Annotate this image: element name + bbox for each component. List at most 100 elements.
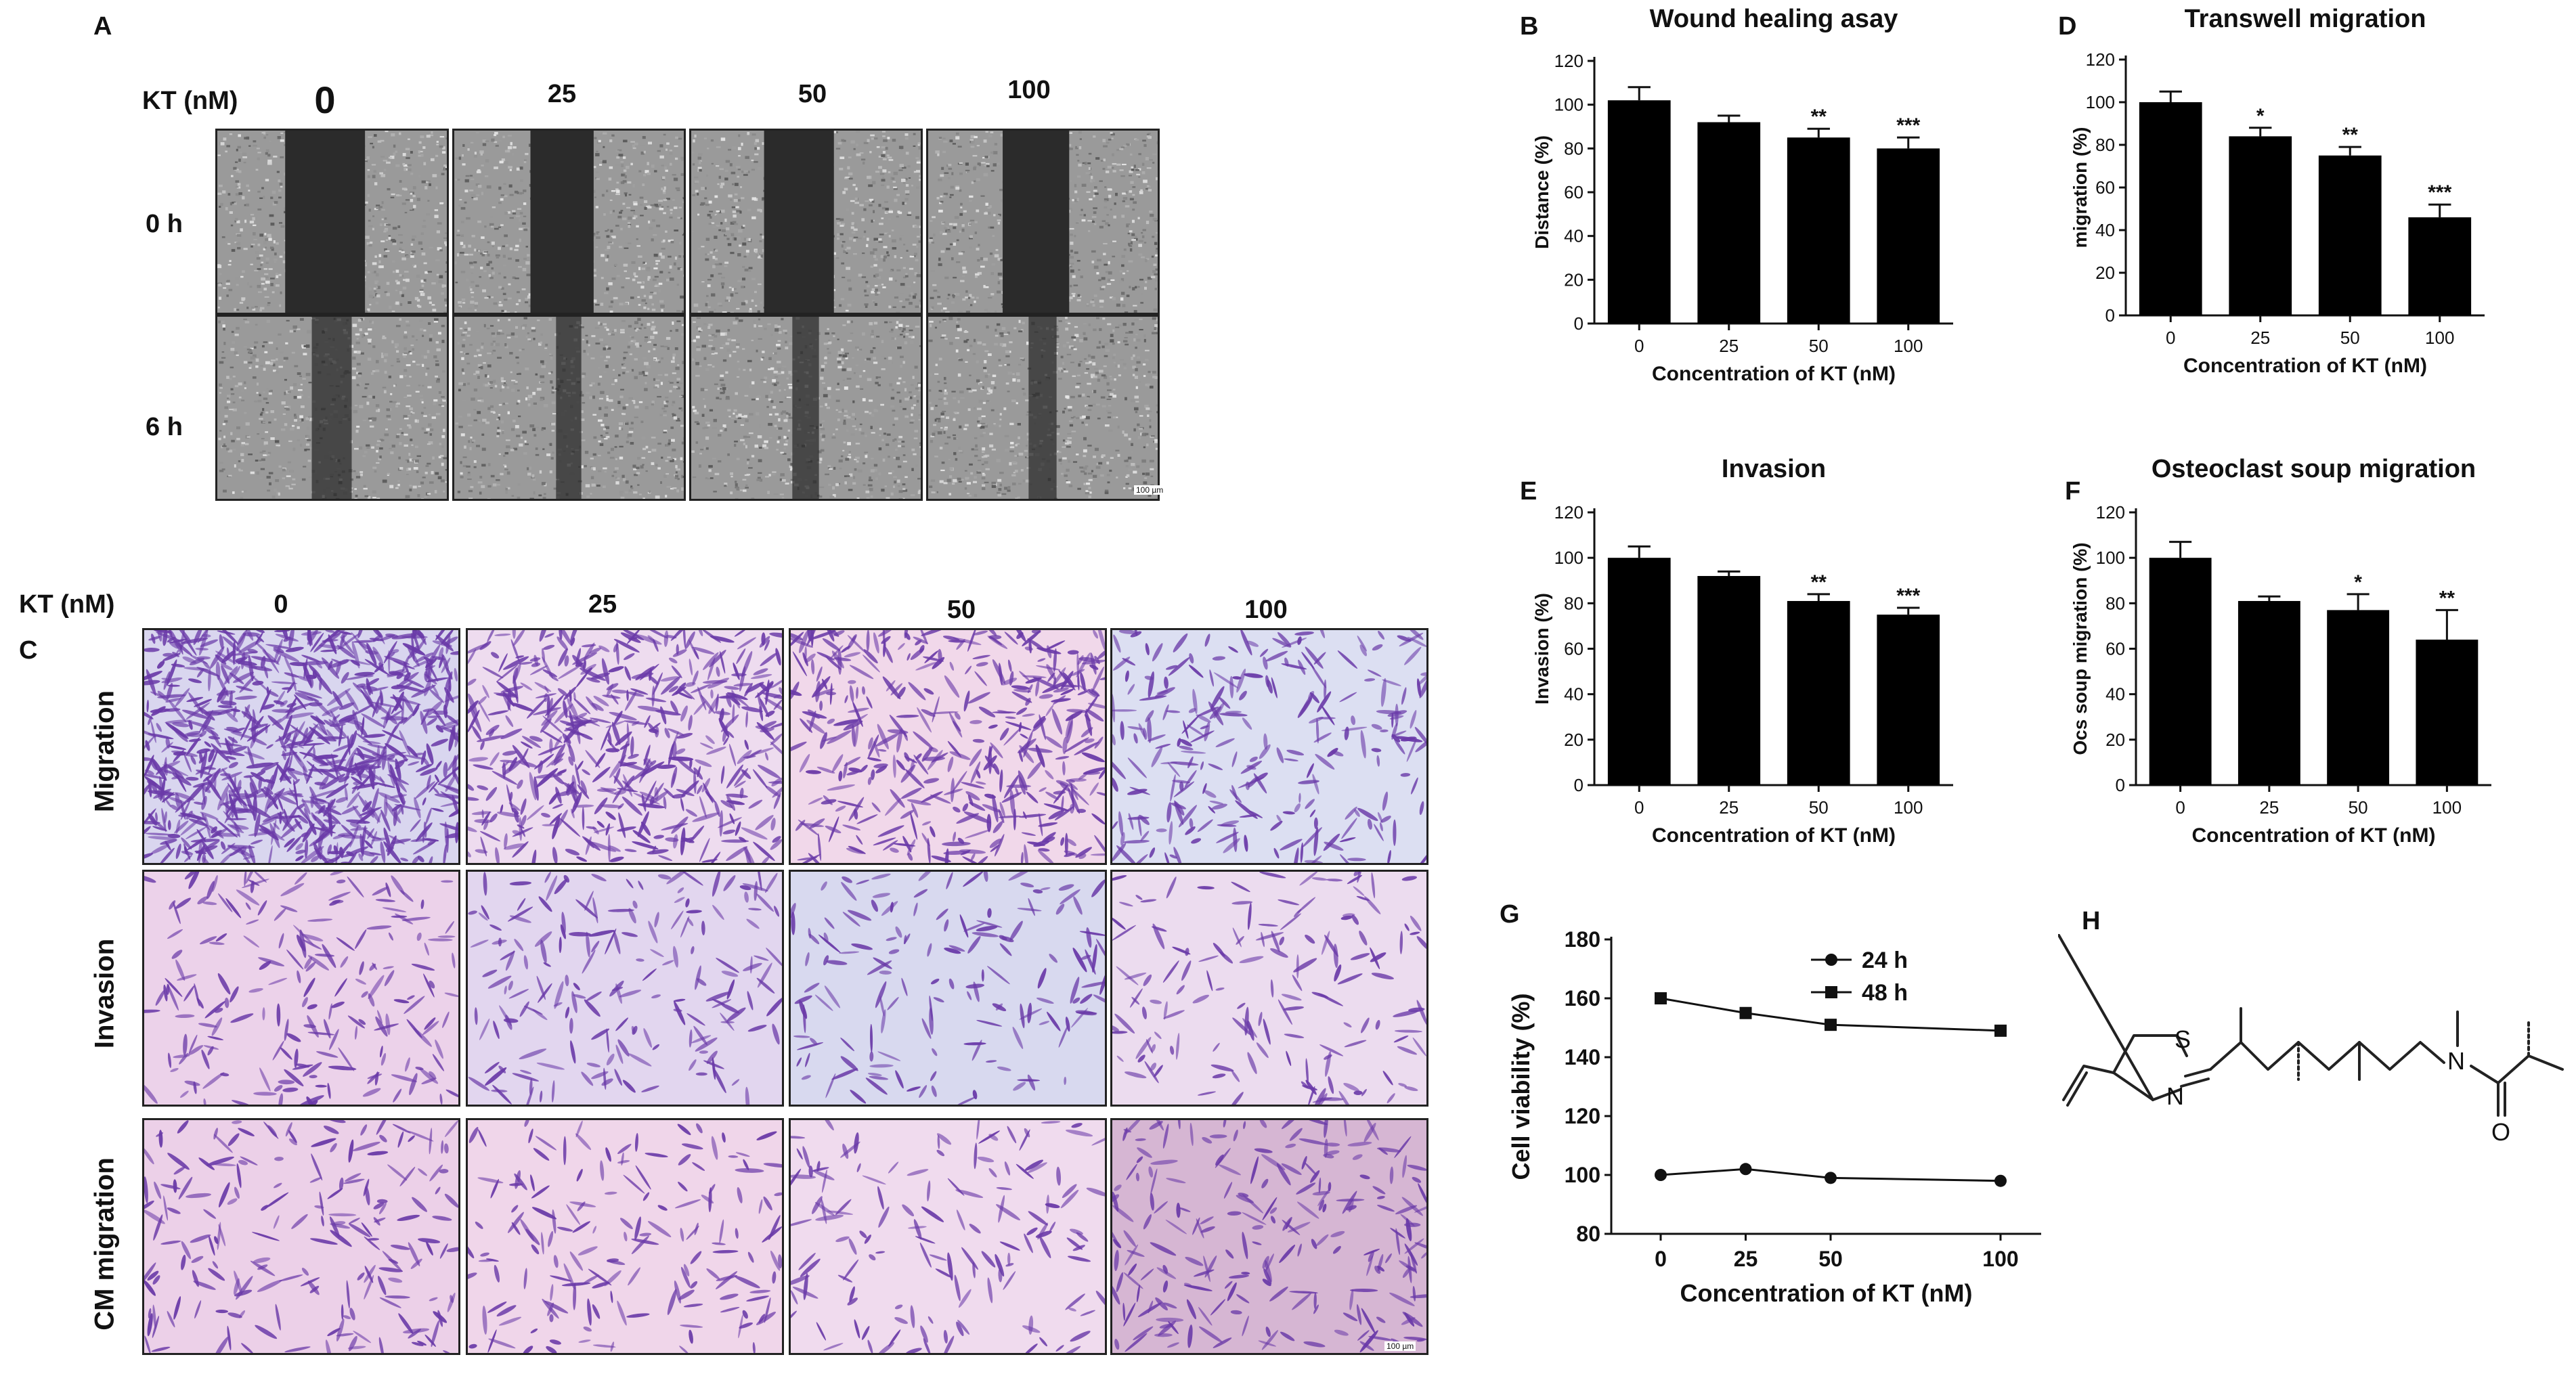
micrograph-a-r1-c3	[926, 315, 1160, 501]
chart-G-point-1-3	[1994, 1024, 2007, 1037]
chart-B-ytick: 100	[1554, 95, 1584, 115]
chart-F-xlabel: Concentration of KT (nM)	[2192, 824, 2436, 847]
panel-a-row-0h: 0 h	[146, 210, 183, 238]
panel-c-conc-50: 50	[946, 596, 976, 624]
chart-G-xtick-25: 25	[1734, 1247, 1758, 1271]
chart-G-point-1-1	[1739, 1006, 1752, 1019]
chart-F-sig-100: **	[2439, 587, 2455, 609]
chart-d-transwell-migration: Transwell migration 0 20 40 60 80 100 120 0 * 25 **…	[2070, 5, 2485, 377]
micrograph-a-r1-c2	[689, 315, 923, 501]
chart-B-sig-50: **	[1811, 106, 1827, 128]
micrograph-c-r0-c0	[142, 628, 460, 865]
panel-a-conc-25: 25	[547, 80, 577, 108]
chart-D-bar-50	[2318, 155, 2382, 315]
chart-E-ylabel: Invasion (%)	[1531, 593, 1552, 705]
micrograph-a-r0-c2	[689, 129, 923, 315]
chart-E-xtick-100: 100	[1894, 797, 1923, 818]
micrograph-c-r2-c2	[789, 1118, 1107, 1355]
chart-F-ylabel: Ocs soup migration (%)	[2070, 542, 2091, 755]
chart-D-ytick: 80	[2095, 135, 2115, 155]
panel-a-row-6h: 6 h	[146, 413, 183, 441]
chart-B-bar-100	[1877, 148, 1940, 324]
chart-B-xtick-50: 50	[1809, 336, 1829, 356]
panel-label-f: F	[2065, 477, 2081, 506]
panel-label-d: D	[2058, 12, 2077, 41]
micrograph-c-r0-c2	[789, 628, 1107, 865]
chart-E-xtick-0: 0	[1634, 797, 1644, 818]
chart-G-ytick: 180	[1565, 927, 1600, 952]
chart-D-xtick-50: 50	[2340, 328, 2360, 348]
panel-c-scale-bar: 100 µm	[1384, 1341, 1416, 1351]
micrograph-c-r1-c0	[142, 870, 460, 1107]
chart-F-ytick: 120	[2096, 502, 2125, 523]
chart-E-sig-100: ***	[1896, 585, 1920, 607]
chart-B-bar-25	[1697, 122, 1761, 324]
chart-B-bar-0	[1607, 100, 1671, 324]
chart-G-xtick-100: 100	[1982, 1247, 2018, 1271]
chart-D-ytick: 20	[2095, 263, 2115, 283]
chart-G-line-1	[1660, 997, 2001, 1032]
chart-G-point-0-3	[1994, 1174, 2007, 1187]
chart-F-ytick: 100	[2096, 548, 2125, 568]
chart-G-ytick: 80	[1576, 1222, 1600, 1246]
micrograph-a-r0-c0	[215, 129, 449, 315]
chart-E-xtick-50: 50	[1809, 797, 1829, 818]
chart-F-ytick: 80	[2105, 593, 2125, 613]
micrograph-a-r1-c0	[215, 315, 449, 501]
chart-D-bar-100	[2408, 217, 2472, 315]
chart-B-ytick: 20	[1564, 269, 1584, 290]
chart-G-point-1-0	[1655, 992, 1667, 1004]
chart-D-title: Transwell migration	[2185, 5, 2426, 33]
chart-G-xtick-50: 50	[1818, 1247, 1843, 1271]
chart-D-bar-25	[2229, 136, 2292, 315]
chart-B-ytick: 120	[1554, 51, 1584, 71]
chart-G-point-0-2	[1825, 1172, 1837, 1184]
chart-E-ytick: 120	[1554, 502, 1584, 523]
panel-label-b: B	[1520, 12, 1539, 41]
atom-n-amide: N	[2447, 1047, 2465, 1075]
chart-D-ytick: 0	[2105, 305, 2115, 326]
chart-G-legend-1: 48 h	[1862, 980, 1908, 1006]
panel-c-kt-label: KT (nM)	[19, 590, 115, 619]
chart-E-ytick: 80	[1564, 593, 1584, 613]
chart-G-ytick: 160	[1565, 986, 1600, 1010]
panel-a-conc-50: 50	[798, 80, 827, 108]
panel-label-c: C	[19, 636, 38, 665]
micrograph-c-r1-c1	[466, 870, 784, 1107]
chart-G-line-0	[1660, 1168, 2001, 1182]
panel-label-e: E	[1520, 477, 1537, 506]
panel-c-row-migration: Migration	[89, 690, 120, 812]
chart-G-legend-0: 24 h	[1862, 948, 1908, 973]
chart-B-ytick: 80	[1564, 138, 1584, 158]
chart-G-point-1-2	[1825, 1019, 1837, 1031]
chart-E-sig-50: **	[1811, 571, 1827, 594]
chart-E-ytick: 20	[1564, 730, 1584, 750]
chart-D-ytick: 120	[2086, 49, 2115, 70]
chart-G-point-0-0	[1655, 1169, 1667, 1181]
chart-E-ytick: 0	[1574, 775, 1584, 795]
chart-B-xtick-25: 25	[1719, 336, 1739, 356]
micrograph-a-r0-c1	[452, 129, 686, 315]
chart-D-sig-50: **	[2342, 124, 2359, 146]
panel-c-conc-100: 100	[1244, 596, 1288, 624]
panel-a-kt-label: KT (nM)	[142, 87, 238, 115]
chart-D-ytick: 60	[2095, 177, 2115, 198]
atom-o: O	[2491, 1118, 2510, 1146]
chart-F-xtick-50: 50	[2349, 797, 2368, 818]
chart-B-ytick: 0	[1574, 313, 1584, 334]
chart-E-ytick: 100	[1554, 548, 1584, 568]
chart-D-ytick: 100	[2086, 92, 2115, 112]
chart-F-ytick: 20	[2105, 730, 2125, 750]
chart-f-osteoclast-migration: Osteoclast soup migration 0 20 40 60 80 100 120…	[2070, 455, 2491, 847]
micrograph-a-r0-c3	[926, 129, 1160, 315]
chart-b-wound-healing: Wound healing asay 0 20 40 60 80 100 120 0 25 ** 50…	[1531, 5, 1953, 385]
panel-label-a: A	[93, 12, 112, 41]
chart-E-title: Invasion	[1722, 455, 1826, 483]
chart-D-xlabel: Concentration of KT (nM)	[2183, 355, 2427, 377]
panel-c-conc-25: 25	[588, 590, 617, 619]
micrograph-c-r2-c3	[1110, 1118, 1428, 1355]
chart-F-bar-0	[2149, 558, 2212, 785]
chart-G-xlabel: Concentration of KT (nM)	[1680, 1279, 1973, 1307]
panel-c-row-cm-migration: CM migration	[89, 1157, 120, 1331]
chart-B-ytick: 60	[1564, 182, 1584, 202]
